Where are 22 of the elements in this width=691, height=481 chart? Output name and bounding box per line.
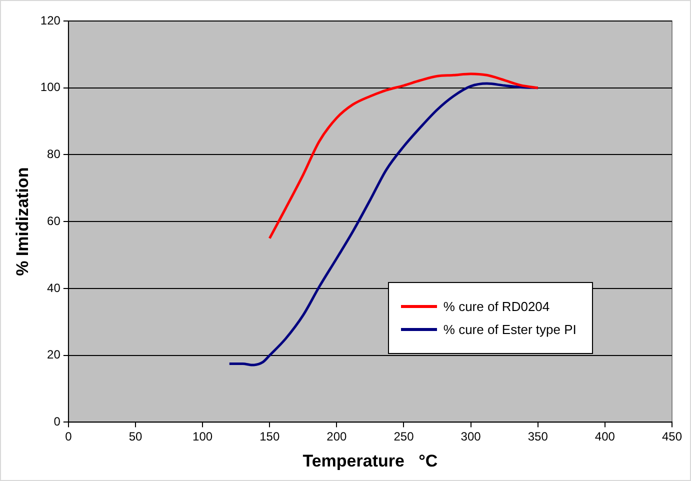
x-tick-label: 300 xyxy=(460,430,482,444)
x-axis-title: Temperature °C xyxy=(302,451,438,470)
y-tick-label: 0 xyxy=(54,414,61,429)
legend-label: % cure of Ester type PI xyxy=(443,322,576,338)
y-axis-title: % Imidization xyxy=(12,167,32,276)
x-tick-label: 0 xyxy=(65,430,72,444)
y-tick-label: 120 xyxy=(40,13,61,28)
x-tick-label: 350 xyxy=(528,430,548,444)
x-tick-label: 400 xyxy=(594,430,616,444)
x-tick-label: 150 xyxy=(260,430,280,444)
x-tick-label: 50 xyxy=(128,430,142,444)
x-tick-label: 250 xyxy=(394,430,414,444)
legend-label: % cure of RD0204 xyxy=(443,299,550,314)
y-tick-label: 20 xyxy=(47,348,61,362)
x-tick-label: 200 xyxy=(326,430,348,444)
x-tick-label: 450 xyxy=(662,430,682,444)
y-tick-label: 100 xyxy=(40,80,61,94)
y-tick-label: 60 xyxy=(47,214,61,228)
y-tick-label: 40 xyxy=(47,280,61,295)
x-tick-label: 100 xyxy=(192,430,213,444)
y-tick-label: 80 xyxy=(47,147,61,162)
line-series xyxy=(268,72,540,240)
